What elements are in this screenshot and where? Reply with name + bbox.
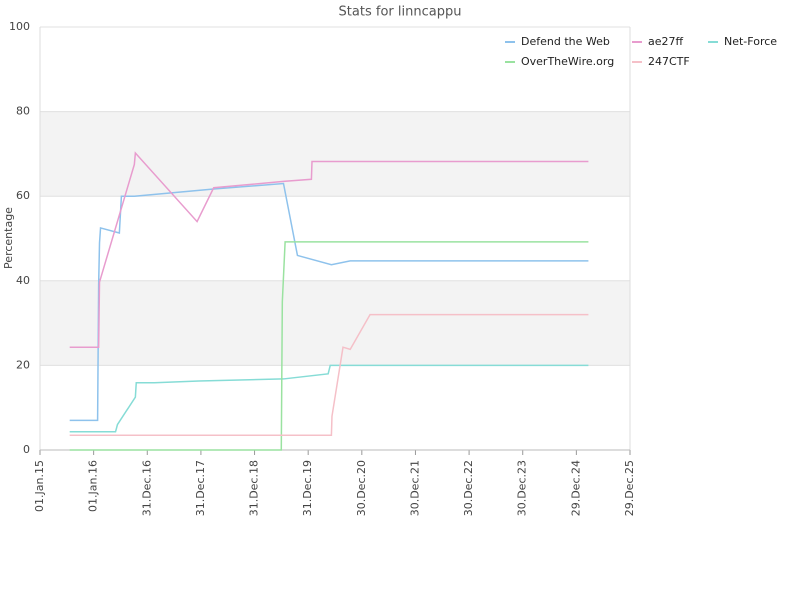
series-line: [69, 182, 589, 422]
y-axis-label: Percentage: [2, 207, 15, 269]
chart-title: Stats for linncappu: [339, 5, 462, 20]
series-line: [69, 241, 589, 451]
legend-label: Net-Force: [724, 35, 777, 48]
legend-label: ae27ff: [648, 35, 684, 48]
grid-band: [40, 280, 630, 366]
y-tick-label: 20: [16, 358, 30, 371]
x-tick-label: 30.Dec.20: [355, 460, 368, 516]
x-tick-label: 29.Dec.25: [623, 460, 636, 516]
series-line: [69, 313, 589, 436]
x-tick-label: 30.Dec.22: [462, 460, 475, 516]
series-line: [69, 151, 589, 348]
x-tick-label: 31.Dec.16: [140, 460, 153, 516]
x-tick-label: 29.Dec.24: [569, 460, 582, 516]
y-tick-label: 0: [23, 443, 30, 456]
x-tick-label: 31.Dec.19: [301, 460, 314, 516]
y-tick-label: 60: [16, 189, 30, 202]
x-tick-label: 01.Jan.15: [33, 460, 46, 512]
series-line: [69, 364, 589, 433]
y-tick-label: 100: [9, 20, 30, 33]
x-tick-label: 01.Jan.16: [87, 460, 100, 512]
legend-label: OverTheWire.org: [521, 55, 614, 68]
legend-label: 247CTF: [648, 55, 690, 68]
y-tick-label: 80: [16, 105, 30, 118]
x-tick-label: 30.Dec.21: [408, 460, 421, 516]
x-tick-label: 31.Dec.18: [248, 460, 261, 516]
legend-label: Defend the Web: [521, 35, 610, 48]
grid-band: [40, 111, 630, 197]
y-tick-label: 40: [16, 274, 30, 287]
x-tick-label: 30.Dec.23: [516, 460, 529, 516]
x-tick-label: 31.Dec.17: [194, 460, 207, 516]
